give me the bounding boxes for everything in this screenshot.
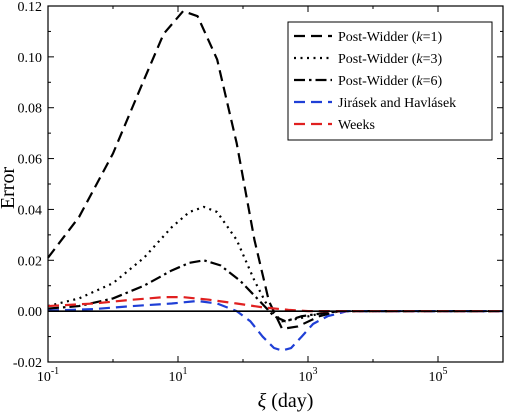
- y-axis-title: Error: [0, 167, 19, 210]
- series-lines: [47, 9, 503, 352]
- legend: Post-Widder (k=1)Post-Widder (k=3)Post-W…: [287, 21, 493, 141]
- x-tick-labels: 10-1 101 103 105: [37, 366, 448, 385]
- y-tick-label: 0.10: [18, 51, 43, 66]
- y-tick-label: 0.02: [18, 254, 43, 269]
- legend-entry-2: Post-Widder (k=3): [338, 52, 442, 67]
- legend-text-part: Weeks: [338, 118, 375, 133]
- x-axis-unit: (day): [271, 390, 313, 412]
- legend-entry-4: Jirásek and Havlásek: [338, 96, 456, 111]
- legend-entry-1: Post-Widder (k=1): [338, 30, 442, 45]
- y-tick-label: 0.04: [18, 203, 43, 218]
- x-tick-base: 10: [299, 370, 313, 385]
- legend-text-part: Jirásek and Havlásek: [338, 96, 456, 111]
- x-tick-exponent: 3: [313, 366, 318, 377]
- x-tick-exponent: 1: [183, 366, 188, 377]
- y-tick-label: 0.08: [18, 102, 43, 117]
- x-tick-label: 105: [429, 366, 448, 385]
- series-line-3: [47, 259, 503, 323]
- series-line-5: [47, 296, 503, 313]
- x-tick-base: 10: [429, 370, 443, 385]
- legend-text-part: k: [416, 30, 423, 45]
- legend-text-part: k: [416, 74, 423, 89]
- y-tick-label: 0.06: [18, 153, 43, 168]
- x-axis-title: ξ (day): [258, 390, 314, 412]
- x-tick-label: 10-1: [37, 366, 59, 385]
- legend-text-part: Post-Widder (: [338, 30, 417, 45]
- legend-entry-3: Post-Widder (k=6): [338, 74, 442, 89]
- x-tick-exponent: 5: [443, 366, 448, 377]
- legend-entry-5: Weeks: [338, 118, 375, 133]
- legend-text-part: k: [416, 52, 423, 67]
- legend-text-part: =3): [423, 52, 443, 67]
- axis-ticks: [47, 5, 504, 363]
- series-line-1: [47, 9, 503, 331]
- y-tick-label: 0.12: [18, 0, 43, 15]
- y-tick-label: -0.02: [13, 356, 42, 371]
- y-tick-label: 0.00: [18, 305, 43, 320]
- x-tick-label: 103: [299, 366, 318, 385]
- legend-text-part: =1): [423, 30, 443, 45]
- legend-text-part: Post-Widder (: [338, 52, 417, 67]
- x-tick-base: 10: [37, 370, 51, 385]
- series-line-4: [47, 299, 503, 352]
- x-tick-base: 10: [169, 370, 183, 385]
- x-tick-label: 101: [169, 366, 188, 385]
- y-tick-labels: -0.02 0.00 0.02 0.04 0.06 0.08 0.10 0.12: [13, 0, 42, 371]
- x-axis-symbol: ξ: [258, 390, 267, 412]
- series-line-2: [47, 205, 503, 323]
- legend-text-part: =6): [423, 74, 443, 89]
- legend-text-part: Post-Widder (: [338, 74, 417, 89]
- x-tick-exponent: -1: [51, 366, 59, 377]
